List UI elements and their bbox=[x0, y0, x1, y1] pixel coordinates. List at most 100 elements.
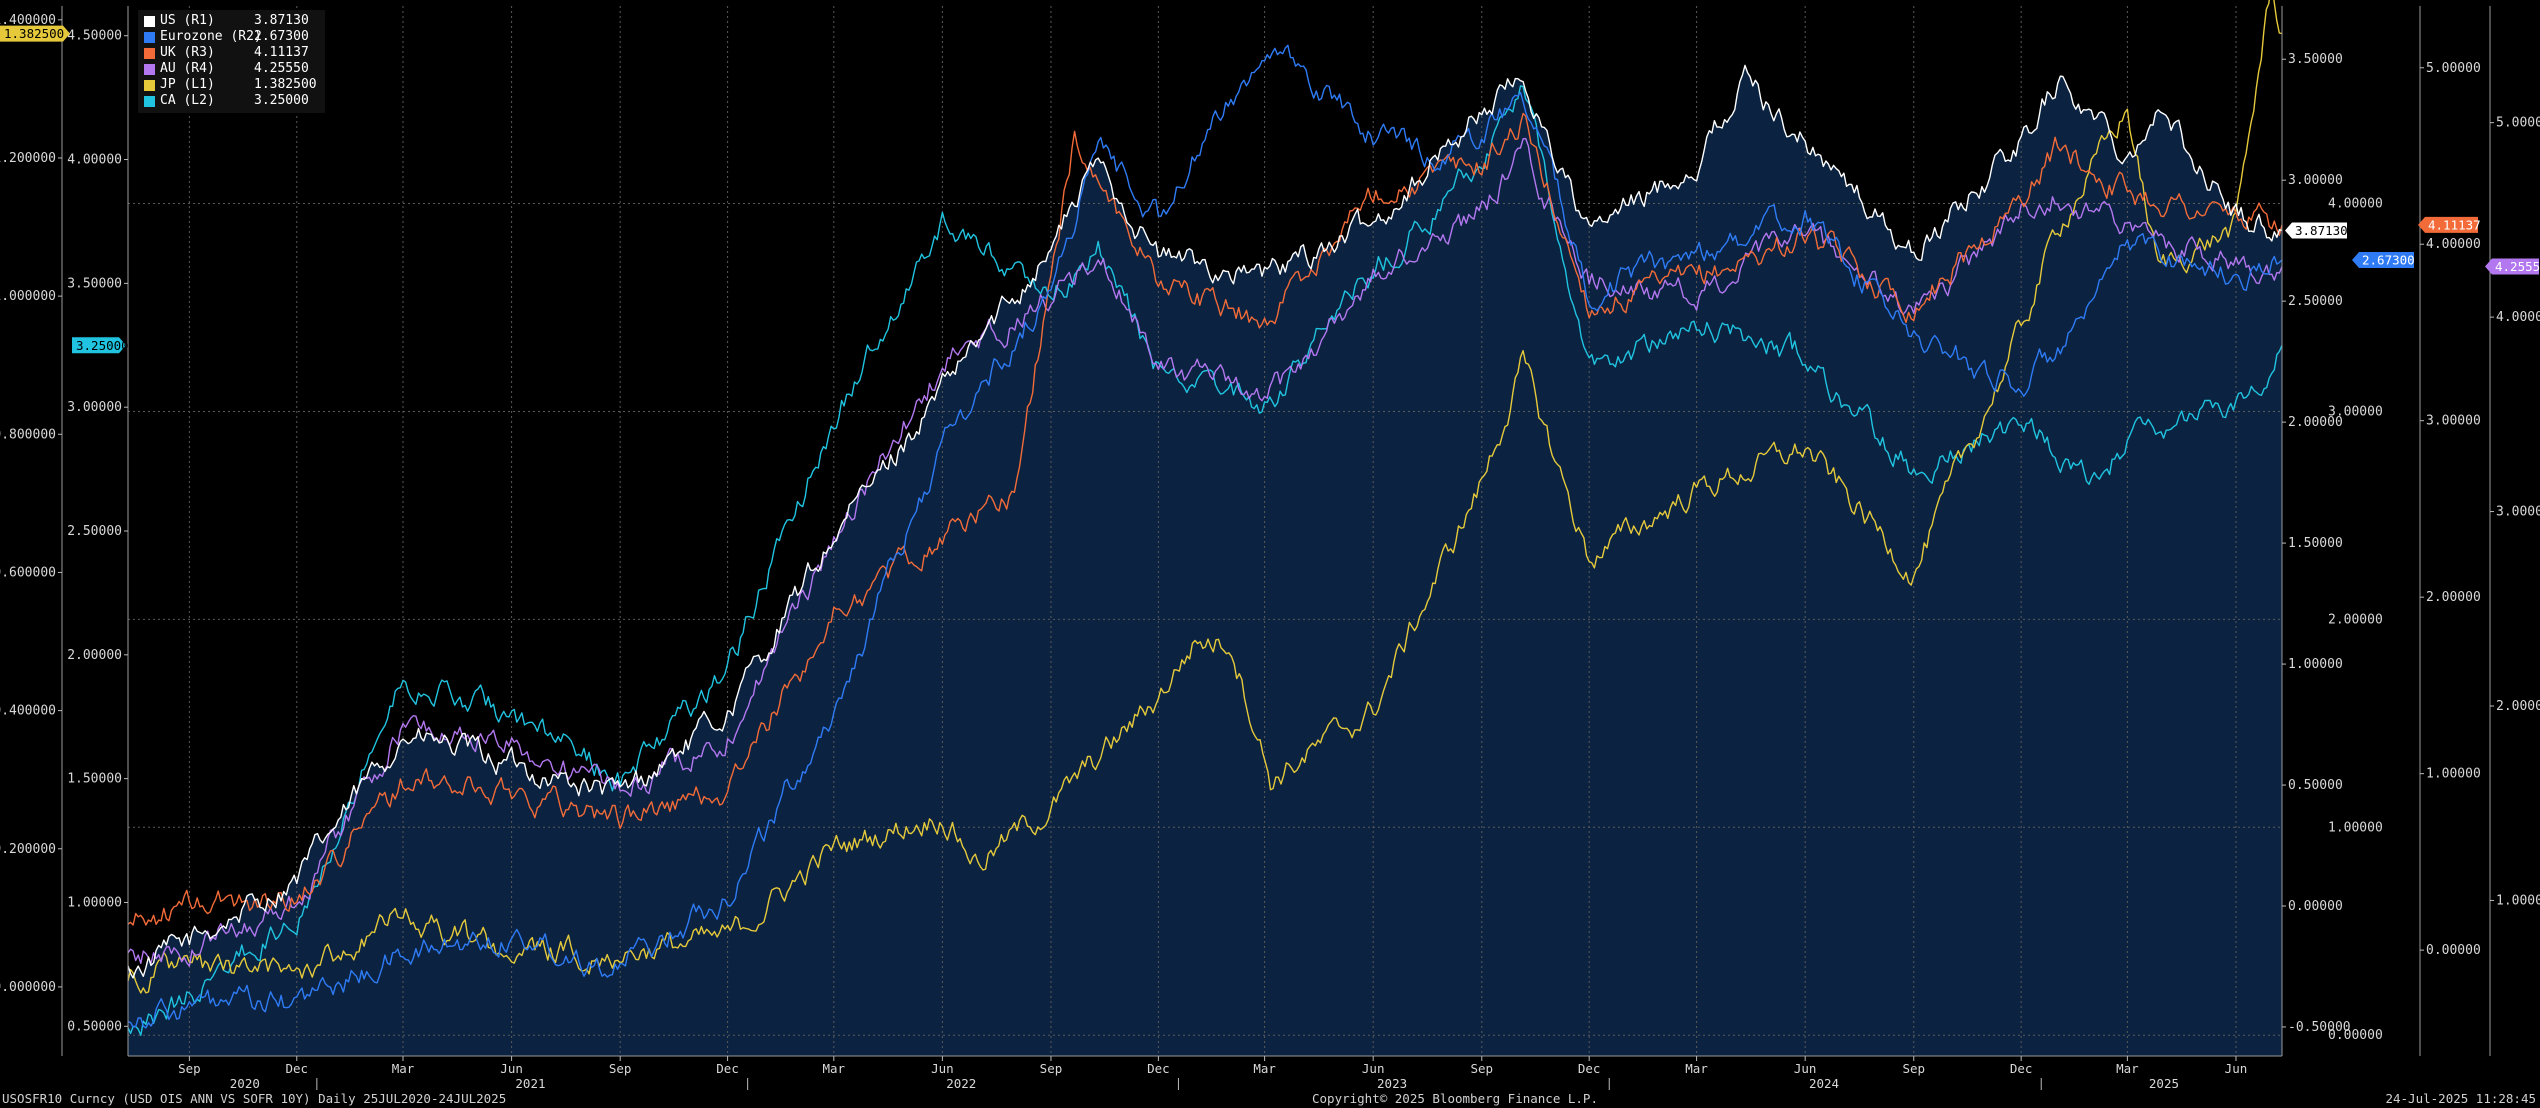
x-tick-label-16: Sep bbox=[1902, 1061, 1925, 1076]
x-tick-label-3: Jun bbox=[500, 1061, 523, 1076]
series-line-ca bbox=[127, 85, 2283, 1036]
series-line-uk bbox=[127, 112, 2283, 926]
x-tick-label-5: Dec bbox=[716, 1061, 739, 1076]
legend-value-ca: 3.25000 bbox=[254, 93, 309, 108]
legend-label-eurozone: Eurozone (R2) bbox=[160, 29, 262, 44]
tick-label-L1-4: 0.800000 bbox=[0, 427, 56, 442]
legend-item-uk: UK (R3) 4.11137 bbox=[144, 45, 317, 61]
x-tick-label-13: Dec bbox=[1578, 1061, 1601, 1076]
legend-label-us: US (R1) bbox=[160, 13, 215, 28]
x-tick-label-18: Mar bbox=[2116, 1061, 2139, 1076]
tick-label-R3-1: 1.00000 bbox=[2426, 767, 2481, 782]
legend-item-us: US (R1) 3.87130 bbox=[144, 13, 317, 29]
legend-item-jp: JP (L1) 1.382500 bbox=[144, 77, 317, 93]
tick-label-L2-5: 3.00000 bbox=[67, 400, 122, 415]
legend-item-eurozone: Eurozone (R2) 2.67300 bbox=[144, 29, 317, 45]
year-label-1: 2021 bbox=[515, 1076, 545, 1091]
tick-label-L1-3: 0.600000 bbox=[0, 565, 56, 580]
last-value-flag-eurozone bbox=[2352, 252, 2414, 269]
x-tick-label-10: Mar bbox=[1253, 1061, 1276, 1076]
last-value-flag-ca bbox=[72, 337, 126, 354]
tick-label-R1-3: 3.00000 bbox=[2328, 404, 2383, 419]
x-tick-label-2: Mar bbox=[392, 1061, 415, 1076]
tick-label-L2-6: 3.50000 bbox=[67, 276, 122, 291]
tick-label-L2-2: 1.50000 bbox=[67, 772, 122, 787]
tick-label-R3-2: 2.00000 bbox=[2426, 590, 2481, 605]
tick-label-L1-7: 1.400000 bbox=[0, 13, 56, 28]
legend-swatch-eurozone bbox=[144, 31, 155, 43]
tick-label-R2-4: 1.50000 bbox=[2288, 536, 2343, 551]
tick-label-R2-3: 1.00000 bbox=[2288, 657, 2343, 672]
legend-swatch-uk bbox=[144, 47, 155, 59]
last-value-text-us: 3.87130 bbox=[2295, 223, 2348, 238]
series-line-us bbox=[127, 64, 2283, 979]
tick-label-R2-0: -0.50000 bbox=[2288, 1020, 2351, 1035]
tick-label-L2-3: 2.00000 bbox=[67, 648, 122, 663]
tick-label-L1-2: 0.400000 bbox=[0, 704, 56, 719]
tick-label-R3-4: 4.00000 bbox=[2426, 237, 2481, 252]
tick-label-R1-4: 4.00000 bbox=[2328, 197, 2383, 212]
tick-label-L2-8: 4.50000 bbox=[67, 29, 122, 44]
footer-copyright: Copyright© 2025 Bloomberg Finance L.P. bbox=[1312, 1091, 1598, 1106]
legend-item-ca: CA (L2) 3.25000 bbox=[144, 93, 317, 109]
legend-label-uk: UK (R3) bbox=[160, 45, 215, 60]
tick-label-L2-1: 1.00000 bbox=[67, 895, 122, 910]
tick-label-L2-7: 4.00000 bbox=[67, 153, 122, 168]
tick-label-R1-1: 1.00000 bbox=[2328, 820, 2383, 835]
year-label-3: 2023 bbox=[1377, 1076, 1407, 1091]
tick-label-R3-0: 0.00000 bbox=[2426, 943, 2481, 958]
legend-value-jp: 1.382500 bbox=[254, 77, 317, 92]
x-tick-label-6: Mar bbox=[823, 1061, 846, 1076]
tick-label-R4-3: 4.00000 bbox=[2496, 310, 2540, 325]
tick-label-R2-7: 3.00000 bbox=[2288, 173, 2343, 188]
tick-label-R2-8: 3.50000 bbox=[2288, 52, 2343, 67]
last-value-text-ca: 3.25000 bbox=[76, 338, 129, 353]
year-label-4: 2024 bbox=[1809, 1076, 1839, 1091]
tick-label-R1-2: 2.00000 bbox=[2328, 612, 2383, 627]
x-tick-label-15: Jun bbox=[1794, 1061, 1817, 1076]
year-label-2: 2022 bbox=[946, 1076, 976, 1091]
tick-label-R2-6: 2.50000 bbox=[2288, 294, 2343, 309]
tick-label-R4-0: 1.00000 bbox=[2496, 893, 2540, 908]
last-value-flag-au bbox=[2485, 258, 2539, 275]
tick-label-L1-6: 1.200000 bbox=[0, 151, 56, 166]
footer-timestamp: 24-Jul-2025 11:28:45 bbox=[2385, 1091, 2536, 1106]
legend-value-au: 4.25550 bbox=[254, 61, 309, 76]
legend-label-jp: JP (L1) bbox=[160, 77, 215, 92]
legend: US (R1) 3.87130 Eurozone (R2) 2.67300 UK… bbox=[138, 10, 325, 113]
last-value-flag-us bbox=[2285, 222, 2347, 239]
tick-label-L1-5: 1.000000 bbox=[0, 289, 56, 304]
year-label-5: 2025 bbox=[2149, 1076, 2179, 1091]
tick-label-R4-2: 3.00000 bbox=[2496, 505, 2540, 520]
tick-label-L2-0: 0.50000 bbox=[67, 1019, 122, 1034]
last-value-text-jp: 1.382500 bbox=[4, 26, 64, 41]
legend-swatch-jp bbox=[144, 79, 155, 91]
legend-label-au: AU (R4) bbox=[160, 61, 215, 76]
x-tick-label-17: Dec bbox=[2010, 1061, 2033, 1076]
legend-swatch-us bbox=[144, 15, 155, 27]
x-tick-label-1: Dec bbox=[285, 1061, 308, 1076]
footer-security-info: USOSFR10 Curncy (USD OIS ANN VS SOFR 10Y… bbox=[2, 1091, 507, 1106]
tick-label-R3-3: 3.00000 bbox=[2426, 414, 2481, 429]
x-tick-label-11: Jun bbox=[1362, 1061, 1385, 1076]
legend-swatch-ca bbox=[144, 95, 155, 107]
last-value-flag-jp bbox=[0, 25, 70, 42]
x-tick-label-12: Sep bbox=[1470, 1061, 1493, 1076]
x-tick-label-19: Jun bbox=[2225, 1061, 2248, 1076]
legend-swatch-au bbox=[144, 63, 155, 75]
legend-item-au: AU (R4) 4.25550 bbox=[144, 61, 317, 77]
series-line-jp bbox=[127, 0, 2283, 994]
x-tick-label-7: Jun bbox=[931, 1061, 954, 1076]
tick-label-R4-4: 5.00000 bbox=[2496, 116, 2540, 131]
tick-label-L1-0: 0.000000 bbox=[0, 980, 56, 995]
legend-label-ca: CA (L2) bbox=[160, 93, 215, 108]
last-value-text-eurozone: 2.67300 bbox=[2362, 253, 2415, 268]
last-value-flag-uk bbox=[2418, 216, 2478, 233]
tick-label-R2-5: 2.00000 bbox=[2288, 415, 2343, 430]
tick-label-R2-1: 0.00000 bbox=[2288, 899, 2343, 914]
tick-label-L2-4: 2.50000 bbox=[67, 524, 122, 539]
legend-value-eurozone: 2.67300 bbox=[254, 29, 309, 44]
series-line-eurozone bbox=[127, 44, 2283, 1029]
last-value-text-au: 4.25550 bbox=[2495, 259, 2540, 274]
